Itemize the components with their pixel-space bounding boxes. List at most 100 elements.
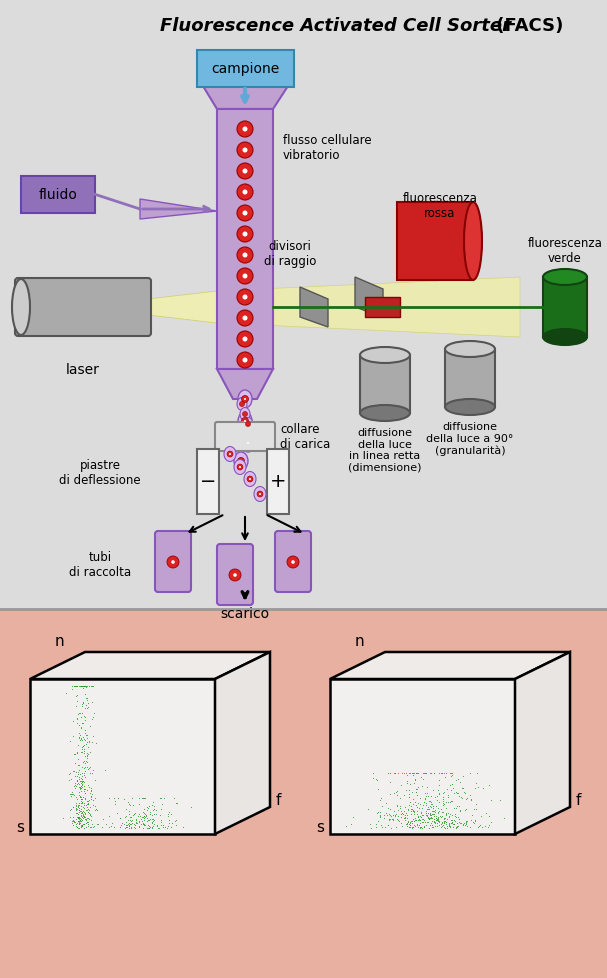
Bar <box>360 356 410 414</box>
Circle shape <box>242 396 248 403</box>
Bar <box>267 450 289 514</box>
Text: +: + <box>270 472 287 491</box>
Polygon shape <box>30 680 215 834</box>
Ellipse shape <box>241 434 255 453</box>
Circle shape <box>243 274 248 279</box>
Bar <box>0 609 607 978</box>
Circle shape <box>237 458 245 465</box>
Ellipse shape <box>360 347 410 364</box>
Circle shape <box>171 560 175 564</box>
Polygon shape <box>330 680 515 834</box>
Text: n: n <box>354 634 364 648</box>
Bar <box>445 350 495 408</box>
Circle shape <box>257 492 263 498</box>
Circle shape <box>237 227 253 243</box>
Ellipse shape <box>238 413 252 430</box>
Text: f: f <box>276 792 282 807</box>
Bar <box>397 202 473 281</box>
Polygon shape <box>355 278 383 318</box>
Circle shape <box>240 461 242 463</box>
Circle shape <box>239 467 241 468</box>
FancyBboxPatch shape <box>215 422 275 452</box>
Ellipse shape <box>360 406 410 422</box>
Text: campione: campione <box>211 62 279 76</box>
Polygon shape <box>148 291 217 324</box>
FancyBboxPatch shape <box>217 545 253 605</box>
Ellipse shape <box>464 202 482 281</box>
Circle shape <box>287 556 299 568</box>
Circle shape <box>243 316 248 321</box>
Text: s: s <box>16 820 24 834</box>
Circle shape <box>243 127 248 132</box>
FancyBboxPatch shape <box>197 51 294 88</box>
Circle shape <box>229 569 241 581</box>
Circle shape <box>243 169 248 174</box>
Circle shape <box>237 332 253 347</box>
Bar <box>543 278 587 337</box>
Circle shape <box>237 185 253 200</box>
Circle shape <box>237 311 253 327</box>
Circle shape <box>249 478 251 480</box>
Circle shape <box>237 122 253 138</box>
Polygon shape <box>217 278 520 337</box>
Circle shape <box>243 337 248 342</box>
Polygon shape <box>300 288 328 328</box>
Circle shape <box>243 412 248 417</box>
Bar <box>365 297 400 318</box>
Text: f: f <box>576 792 582 807</box>
Circle shape <box>243 149 248 154</box>
Polygon shape <box>140 200 217 220</box>
Circle shape <box>167 556 179 568</box>
Circle shape <box>245 440 251 447</box>
Text: tubi
di raccolta: tubi di raccolta <box>69 551 131 578</box>
Polygon shape <box>30 652 270 680</box>
Ellipse shape <box>234 460 246 475</box>
Circle shape <box>243 211 248 216</box>
Ellipse shape <box>244 472 256 487</box>
Circle shape <box>237 247 253 264</box>
Circle shape <box>242 418 248 425</box>
Ellipse shape <box>240 408 250 422</box>
Circle shape <box>247 476 253 482</box>
Text: diffusione
della luce a 90°
(granularità): diffusione della luce a 90° (granularità… <box>426 422 514 456</box>
Circle shape <box>247 443 249 445</box>
Polygon shape <box>203 87 288 110</box>
FancyBboxPatch shape <box>15 279 151 336</box>
Text: fluorescenza
rossa: fluorescenza rossa <box>402 192 478 220</box>
Circle shape <box>237 269 253 285</box>
Circle shape <box>237 164 253 180</box>
Text: fluorescenza
verde: fluorescenza verde <box>527 237 602 265</box>
Circle shape <box>237 353 253 369</box>
Ellipse shape <box>543 330 587 345</box>
Circle shape <box>229 454 231 456</box>
Circle shape <box>227 452 233 458</box>
Text: diffusione
della luce
in linea retta
(dimensione): diffusione della luce in linea retta (di… <box>348 427 422 472</box>
Text: divisori
di raggio: divisori di raggio <box>264 240 316 268</box>
Text: −: − <box>200 472 216 491</box>
Text: s: s <box>316 820 324 834</box>
Text: laser: laser <box>66 363 100 377</box>
Text: scarico: scarico <box>220 606 270 620</box>
Text: (FACS): (FACS) <box>490 17 563 35</box>
Ellipse shape <box>243 418 253 431</box>
Circle shape <box>237 205 253 222</box>
Ellipse shape <box>238 390 252 409</box>
Text: fluido: fluido <box>39 188 78 201</box>
Ellipse shape <box>234 453 248 470</box>
FancyBboxPatch shape <box>21 177 95 214</box>
Bar <box>217 110 273 370</box>
Ellipse shape <box>445 400 495 416</box>
Ellipse shape <box>237 398 247 411</box>
Ellipse shape <box>12 280 30 335</box>
Ellipse shape <box>398 202 472 281</box>
Polygon shape <box>215 652 270 834</box>
Polygon shape <box>217 370 273 400</box>
Bar <box>0 0 607 609</box>
Text: collare
di carica: collare di carica <box>280 422 330 451</box>
Bar <box>197 450 219 514</box>
Circle shape <box>237 289 253 306</box>
FancyBboxPatch shape <box>155 531 191 593</box>
Text: n: n <box>54 634 64 648</box>
Polygon shape <box>515 652 570 834</box>
Circle shape <box>291 560 295 564</box>
